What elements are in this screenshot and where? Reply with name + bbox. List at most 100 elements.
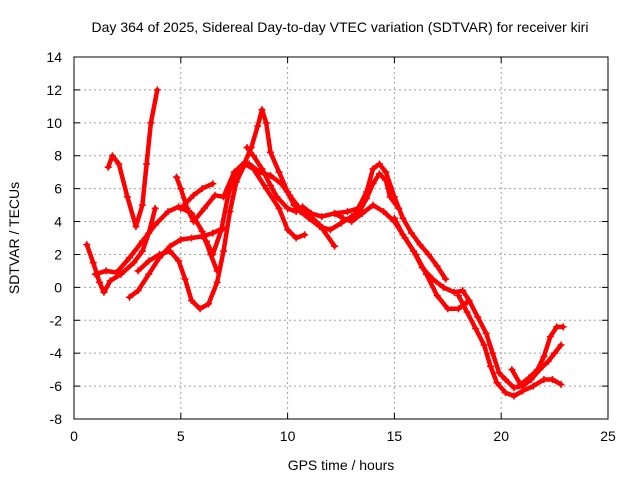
data-point-marker: [177, 204, 185, 212]
data-point-marker: [454, 305, 462, 313]
data-point-marker: [534, 366, 542, 374]
data-point-marker: [83, 241, 91, 249]
data-point-marker: [173, 173, 181, 181]
data-point-marker: [493, 379, 501, 387]
data-point-marker: [113, 269, 121, 277]
data-point-marker: [399, 231, 407, 239]
data-point-marker: [181, 275, 189, 283]
data-point-marker: [200, 204, 208, 212]
y-tick-label: 4: [54, 214, 62, 230]
data-point-marker: [151, 221, 159, 229]
data-point-marker: [138, 237, 146, 245]
data-point-marker: [209, 229, 217, 237]
data-point-marker: [209, 180, 217, 188]
chart-title: Day 364 of 2025, Sidereal Day-to-day VTE…: [92, 19, 589, 35]
data-point-marker: [243, 144, 251, 151]
data-point-marker: [166, 247, 174, 255]
data-point-marker: [123, 193, 131, 201]
data-point-marker: [440, 283, 448, 291]
data-point-marker: [286, 191, 294, 199]
data-point-marker: [153, 86, 161, 94]
data-point-marker: [557, 341, 565, 349]
data-point-marker: [187, 297, 195, 305]
data-point-marker: [331, 209, 339, 217]
data-point-marker: [390, 193, 398, 201]
data-point-marker: [519, 387, 527, 395]
data-point-marker: [115, 160, 123, 168]
data-series-arc-2: [105, 87, 160, 229]
data-point-marker: [134, 287, 142, 295]
data-point-marker: [217, 226, 225, 234]
data-point-marker: [198, 185, 206, 193]
data-point-marker: [108, 152, 116, 160]
data-point-marker: [482, 329, 490, 337]
data-point-marker: [175, 257, 183, 265]
data-point-marker: [390, 214, 398, 222]
y-axis-label: SDTVAR / TECUs: [6, 182, 22, 294]
data-point-marker: [358, 209, 366, 217]
data-point-marker: [540, 376, 548, 384]
data-point-marker: [407, 229, 415, 237]
data-series-arc-5: [135, 161, 307, 312]
data-point-marker: [375, 160, 383, 168]
data-point-marker: [224, 193, 232, 201]
data-point-marker: [164, 208, 172, 216]
data-point-marker: [284, 226, 292, 234]
data-point-marker: [540, 352, 548, 360]
y-tick-label: 12: [46, 82, 62, 98]
data-point-marker: [267, 181, 275, 189]
data-point-marker: [275, 168, 283, 176]
data-point-marker: [198, 232, 206, 240]
data-point-marker: [258, 106, 266, 114]
data-point-marker: [277, 180, 285, 188]
data-point-marker: [510, 392, 518, 400]
data-point-marker: [463, 308, 471, 316]
x-tick-label: 25: [600, 428, 616, 444]
data-point-marker: [480, 341, 488, 349]
data-point-marker: [134, 267, 142, 275]
data-point-marker: [410, 247, 418, 255]
data-point-marker: [343, 208, 351, 216]
data-point-marker: [382, 168, 390, 176]
data-point-marker: [190, 191, 198, 199]
y-tick-label: 0: [54, 279, 62, 295]
data-point-marker: [425, 250, 433, 258]
data-point-marker: [96, 278, 104, 286]
data-point-marker: [177, 185, 185, 193]
data-point-marker: [557, 380, 565, 388]
data-point-marker: [299, 203, 307, 211]
data-point-marker: [155, 250, 163, 258]
y-tick-label: 8: [54, 148, 62, 164]
data-point-marker: [100, 288, 108, 296]
data-point-marker: [331, 242, 339, 250]
y-tick-label: -4: [50, 345, 63, 361]
data-series-arc-7: [178, 181, 216, 211]
y-tick-label: -2: [50, 312, 63, 328]
data-point-marker: [275, 204, 283, 212]
y-tick-label: 2: [54, 246, 62, 262]
data-point-marker: [249, 152, 257, 160]
data-point-marker: [487, 362, 495, 370]
data-point-marker: [510, 384, 518, 392]
data-point-marker: [187, 234, 195, 242]
data-series-arc-9: [244, 145, 448, 282]
plot-frame: [73, 56, 609, 420]
data-point-marker: [489, 349, 497, 357]
data-point-marker: [553, 323, 561, 331]
data-point-marker: [442, 275, 450, 283]
data-point-marker: [459, 287, 467, 295]
data-point-marker: [91, 270, 99, 278]
data-point-marker: [138, 247, 146, 255]
data-point-marker: [237, 163, 245, 171]
data-point-marker: [416, 241, 424, 249]
data-point-marker: [318, 213, 326, 221]
data-point-marker: [418, 264, 426, 272]
data-point-marker: [465, 297, 473, 305]
data-point-marker: [501, 376, 509, 384]
data-point-marker: [132, 222, 140, 230]
data-series-arc-6: [174, 107, 401, 233]
data-point-marker: [258, 165, 266, 173]
data-point-marker: [205, 300, 213, 308]
data-point-marker: [433, 262, 441, 270]
